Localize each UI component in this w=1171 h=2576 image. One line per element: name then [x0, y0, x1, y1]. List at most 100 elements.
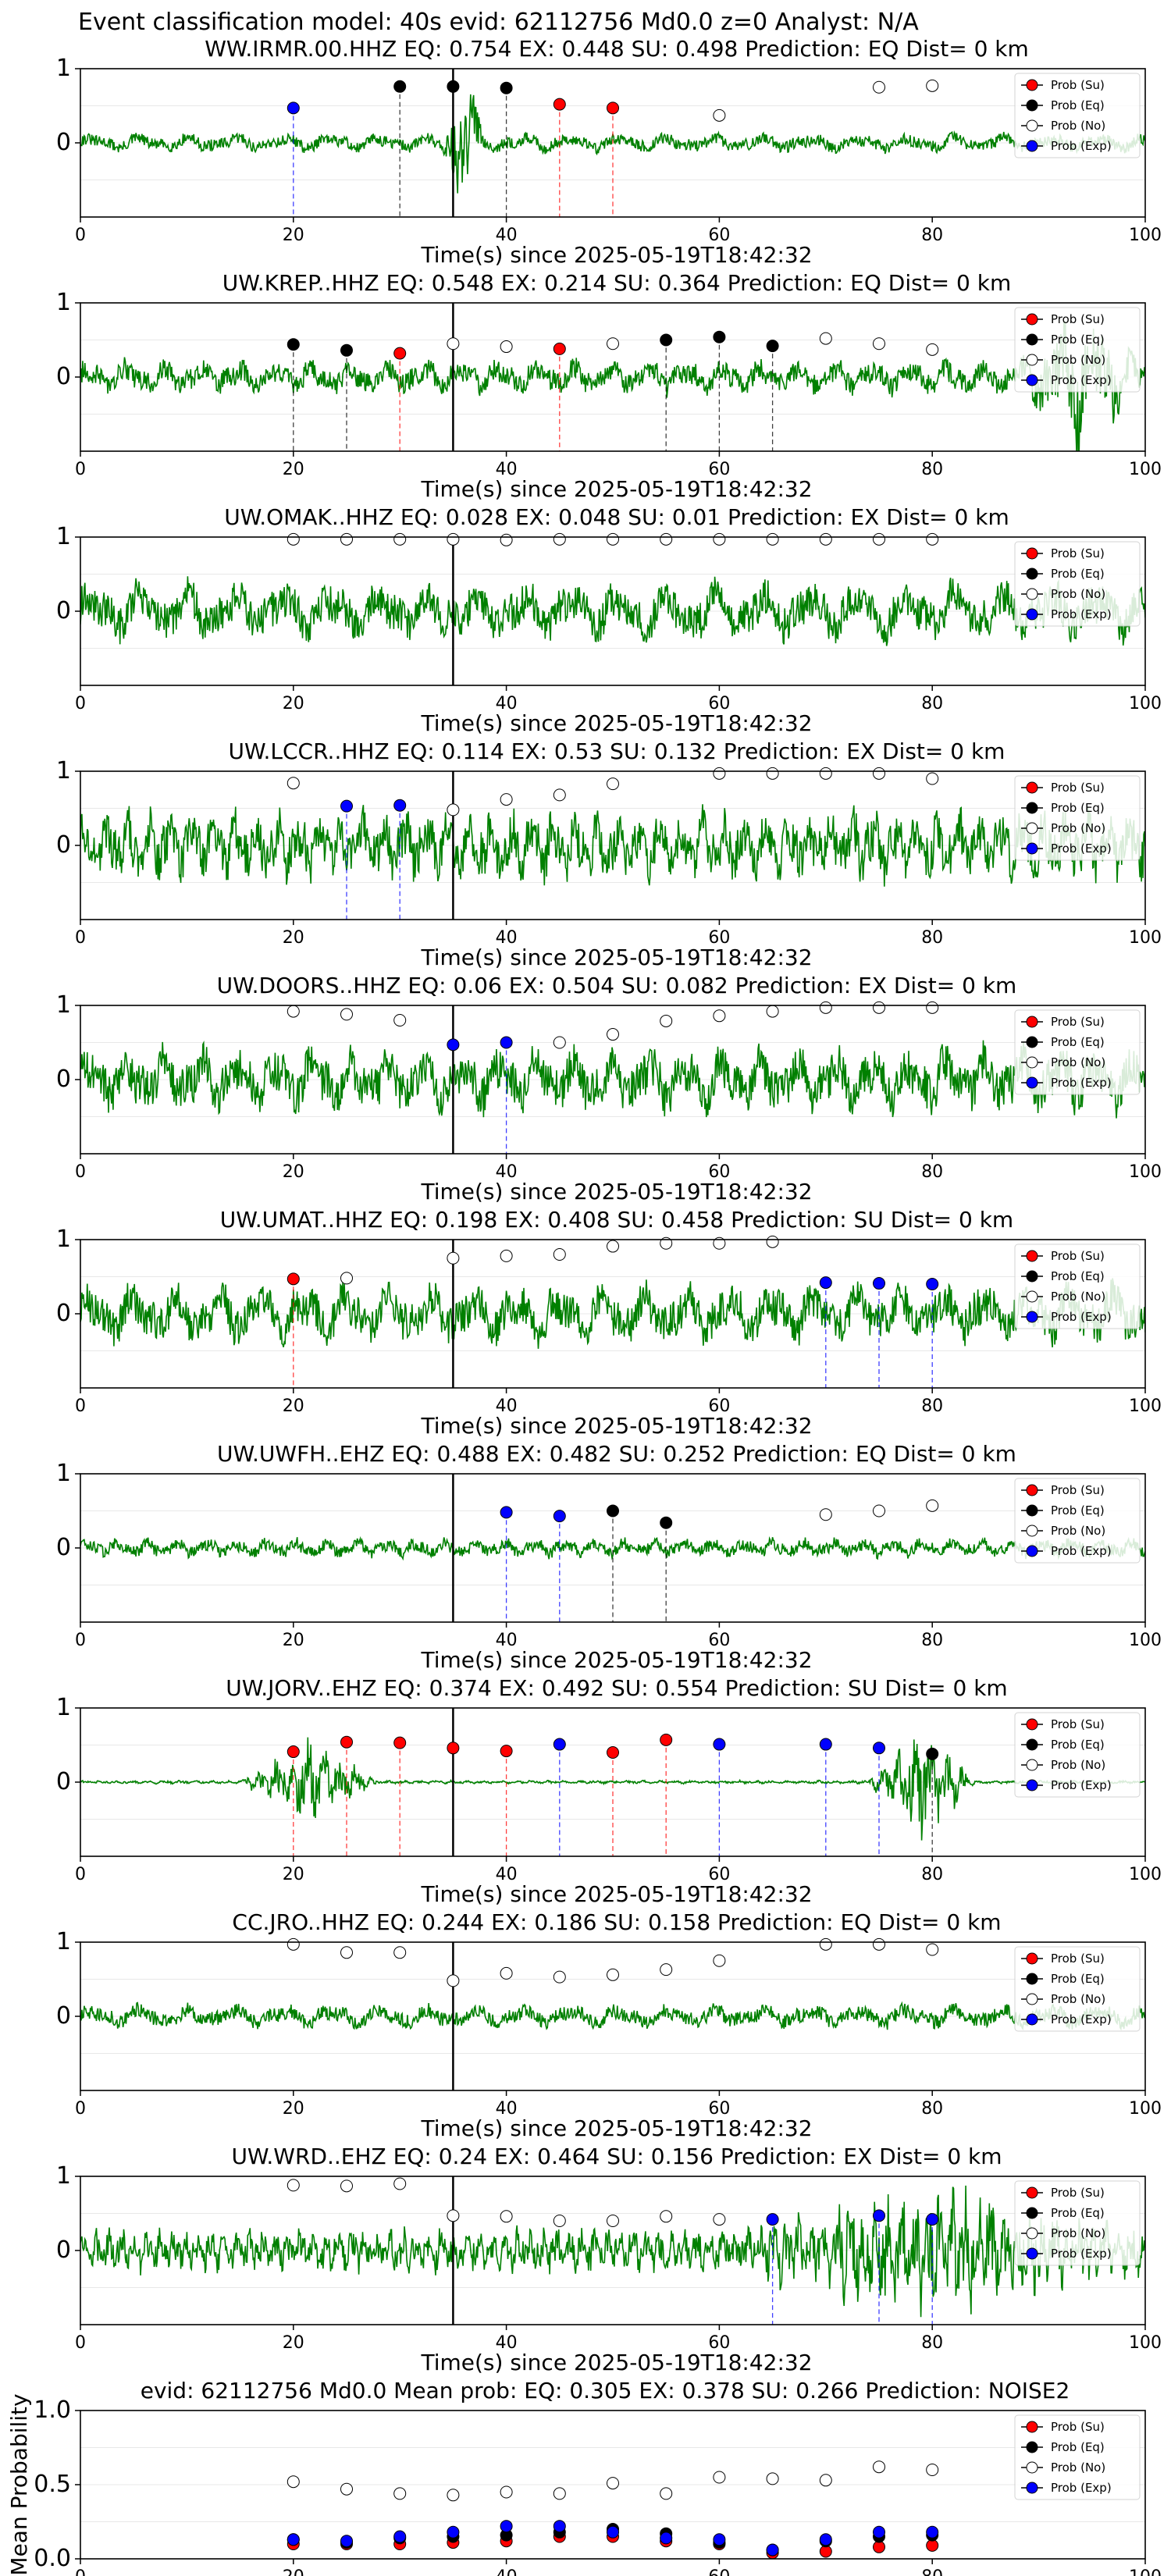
x-tick-label: 20	[283, 2099, 304, 2119]
prob-marker-no	[607, 532, 619, 546]
mean-marker-su	[873, 2540, 885, 2553]
x-tick-label: 40	[496, 694, 518, 713]
legend-marker-no	[1026, 588, 1038, 600]
legend-label: Prob (Su)	[1051, 1483, 1105, 1497]
prob-marker-eq	[607, 1504, 619, 1517]
legend-marker-eq	[1026, 1504, 1038, 1517]
legend-label: Prob (Su)	[1051, 2420, 1105, 2434]
prob-marker-no	[340, 1008, 353, 1021]
x-tick-label: 40	[496, 1865, 518, 1884]
prob-marker-no	[500, 2210, 513, 2223]
panel-2: UW.KREP..HHZ EQ: 0.548 EX: 0.214 SU: 0.3…	[56, 270, 1162, 502]
legend-label: Prob (Exp)	[1051, 607, 1112, 621]
legend-marker-su	[1026, 1016, 1038, 1028]
legend-marker-exp	[1026, 2013, 1038, 2026]
mean-marker-no	[287, 2475, 300, 2489]
legend-label: Prob (Exp)	[1051, 1778, 1112, 1792]
legend-box	[1014, 2180, 1141, 2266]
panel-title: UW.WRD..EHZ EQ: 0.24 EX: 0.464 SU: 0.156…	[231, 2144, 1002, 2169]
legend-marker-su	[1026, 2186, 1038, 2199]
x-tick-label: 40	[496, 1162, 518, 1182]
prob-marker-no	[819, 532, 832, 546]
legend-marker-su	[1026, 781, 1038, 794]
legend-label: Prob (No)	[1051, 1524, 1105, 1538]
y-tick-label: 1	[56, 757, 71, 785]
prob-marker-exp	[500, 1036, 513, 1049]
prob-marker-no	[713, 1009, 726, 1023]
prob-marker-no	[660, 1963, 673, 1976]
prob-marker-no	[713, 1236, 726, 1250]
x-tick-label: 100	[1129, 460, 1162, 479]
legend-marker-eq	[1026, 802, 1038, 814]
legend-label: Prob (No)	[1051, 353, 1105, 367]
prob-marker-no	[819, 767, 832, 780]
prob-marker-no	[873, 80, 885, 94]
x-axis-label: Time(s) since 2025-05-19T18:42:32	[420, 476, 812, 502]
x-tick-label: 0	[75, 460, 86, 479]
x-tick-label: 100	[1129, 928, 1162, 948]
mean-marker-exp	[553, 2520, 566, 2533]
x-tick-label: 100	[1129, 226, 1162, 245]
x-tick-label: 60	[708, 2099, 730, 2119]
prob-marker-no	[607, 1968, 619, 1981]
panel-title: evid: 62112756 Md0.0 Mean prob: EQ: 0.30…	[141, 2378, 1070, 2403]
prob-marker-su	[553, 342, 566, 355]
prob-marker-su	[447, 1742, 460, 1755]
y-tick-label: 0	[56, 1300, 71, 1327]
y-tick-label: 1.0	[34, 2396, 71, 2424]
prob-marker-no	[660, 1014, 673, 1027]
prob-marker-no	[873, 337, 885, 350]
legend-label: Prob (Eq)	[1051, 98, 1105, 112]
x-axis-label: Time(s) since 2025-05-19T18:42:32	[420, 1413, 812, 1439]
x-tick-label: 60	[708, 928, 730, 948]
legend-label: Prob (No)	[1051, 2460, 1105, 2475]
x-tick-label: 60	[708, 694, 730, 713]
prob-marker-no	[713, 532, 726, 546]
x-tick-label: 0	[75, 1631, 86, 1650]
prob-marker-no	[819, 332, 832, 345]
legend-label: Prob (No)	[1051, 119, 1105, 133]
legend-marker-no	[1026, 1759, 1038, 1771]
prob-marker-no	[926, 1499, 939, 1512]
x-tick-label: 0	[75, 1865, 86, 1884]
panel-title: UW.UMAT..HHZ EQ: 0.198 EX: 0.408 SU: 0.4…	[220, 1207, 1013, 1233]
x-tick-label: 20	[283, 1397, 304, 1416]
waveform-trace	[80, 1737, 1145, 1841]
prob-marker-exp	[713, 1738, 726, 1751]
prob-marker-exp	[873, 1277, 885, 1290]
legend-label: Prob (Exp)	[1051, 2012, 1112, 2026]
prob-marker-exp	[287, 101, 300, 115]
prob-marker-no	[873, 1504, 885, 1517]
mean-marker-no	[873, 2460, 885, 2474]
waveform-trace	[80, 1040, 1145, 1119]
prob-marker-exp	[926, 2213, 939, 2226]
legend-label: Prob (Exp)	[1051, 2481, 1112, 2495]
mean-marker-exp	[713, 2533, 726, 2546]
legend-label: Prob (Eq)	[1051, 1503, 1105, 1517]
x-tick-label: 100	[1129, 1631, 1162, 1650]
panel-title: UW.JORV..EHZ EQ: 0.374 EX: 0.492 SU: 0.5…	[226, 1675, 1007, 1701]
legend-label: Prob (Exp)	[1051, 2247, 1112, 2261]
prob-marker-no	[500, 1966, 513, 1980]
panel-10: UW.WRD..EHZ EQ: 0.24 EX: 0.464 SU: 0.156…	[56, 2144, 1162, 2375]
x-tick-label: 60	[708, 2567, 730, 2576]
prob-marker-no	[340, 1272, 353, 1285]
prob-marker-su	[500, 1745, 513, 1758]
x-tick-label: 0	[75, 226, 86, 245]
legend-marker-su	[1026, 547, 1038, 560]
prob-marker-no	[553, 1970, 566, 1984]
prob-marker-no	[926, 532, 939, 546]
prob-marker-no	[766, 1005, 779, 1018]
legend-marker-exp	[1026, 2247, 1038, 2260]
legend-marker-no	[1026, 2227, 1038, 2240]
x-tick-label: 80	[921, 694, 943, 713]
x-tick-label: 40	[496, 1397, 518, 1416]
legend-label: Prob (Su)	[1051, 312, 1105, 326]
y-tick-label: 1	[56, 991, 71, 1019]
x-tick-label: 80	[921, 1865, 943, 1884]
prob-marker-no	[713, 1954, 726, 1967]
y-tick-label: 0	[56, 597, 71, 624]
prob-marker-no	[447, 532, 460, 546]
prob-marker-no	[713, 767, 726, 780]
panel-title: UW.UWFH..EHZ EQ: 0.488 EX: 0.482 SU: 0.2…	[217, 1441, 1016, 1467]
